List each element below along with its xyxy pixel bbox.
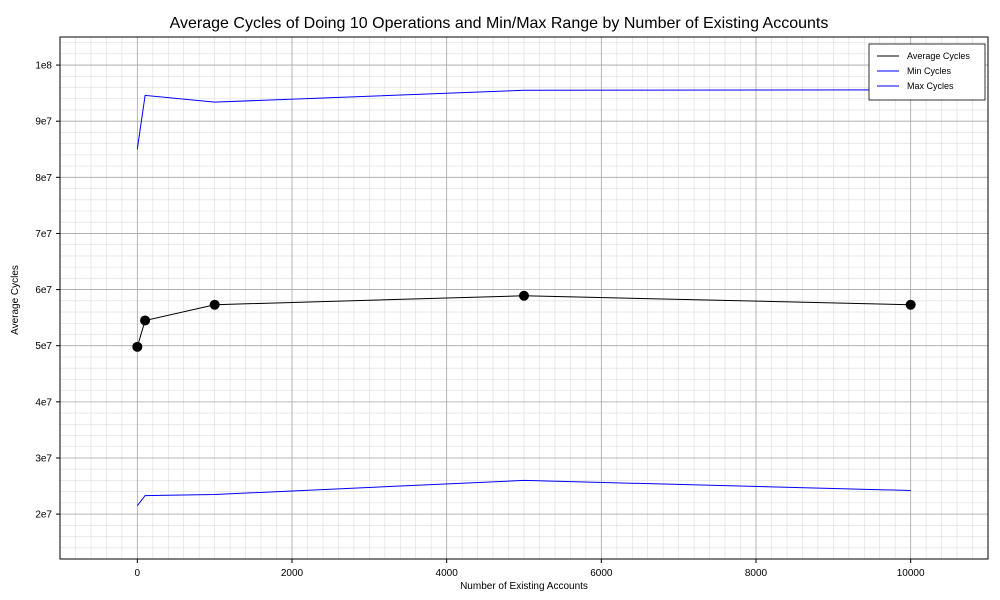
x-tick-label: 0	[135, 568, 141, 579]
x-tick-label: 8000	[745, 568, 768, 579]
legend-label: Max Cycles	[907, 81, 954, 91]
legend: Average Cycles Min Cycles Max Cycles	[868, 43, 986, 101]
y-tick-label: 5e7	[35, 341, 52, 352]
x-axis: 0 2000 4000 6000 8000 10000	[135, 559, 925, 579]
y-axis-title: Average Cycles	[10, 265, 21, 335]
x-axis-title: Number of Existing Accounts	[460, 581, 588, 592]
chart-title: Average Cycles of Doing 10 Operations an…	[170, 15, 829, 32]
x-tick-label: 6000	[590, 568, 613, 579]
data-point-average-cycles	[140, 315, 151, 326]
y-tick-label: 6e7	[35, 285, 52, 296]
y-tick-label: 1e8	[35, 61, 52, 72]
y-tick-label: 4e7	[35, 397, 52, 408]
y-tick-label: 8e7	[35, 173, 52, 184]
y-tick-label: 3e7	[35, 453, 52, 464]
data-point-average-cycles	[905, 299, 916, 310]
y-tick-label: 9e7	[35, 117, 52, 128]
series-layer	[132, 89, 916, 507]
legend-label: Min Cycles	[907, 66, 952, 76]
plot-frame	[59, 36, 989, 560]
series-line-max-cycles	[136, 89, 911, 150]
x-tick-label: 2000	[281, 568, 304, 579]
y-axis: 2e7 3e7 4e7 5e7 6e7 7e7 8e7 9e7 1e8	[35, 61, 60, 521]
series-line-min-cycles	[136, 479, 911, 507]
x-tick-label: 10000	[897, 568, 925, 579]
x-tick-label: 4000	[436, 568, 459, 579]
legend-box	[868, 43, 986, 101]
y-tick-label: 7e7	[35, 229, 52, 240]
y-tick-label: 2e7	[35, 510, 52, 521]
legend-label: Average Cycles	[907, 51, 970, 61]
data-point-average-cycles	[519, 290, 529, 301]
data-point-average-cycles	[209, 299, 220, 310]
data-point-average-cycles	[132, 341, 143, 352]
major-grid	[60, 37, 988, 559]
